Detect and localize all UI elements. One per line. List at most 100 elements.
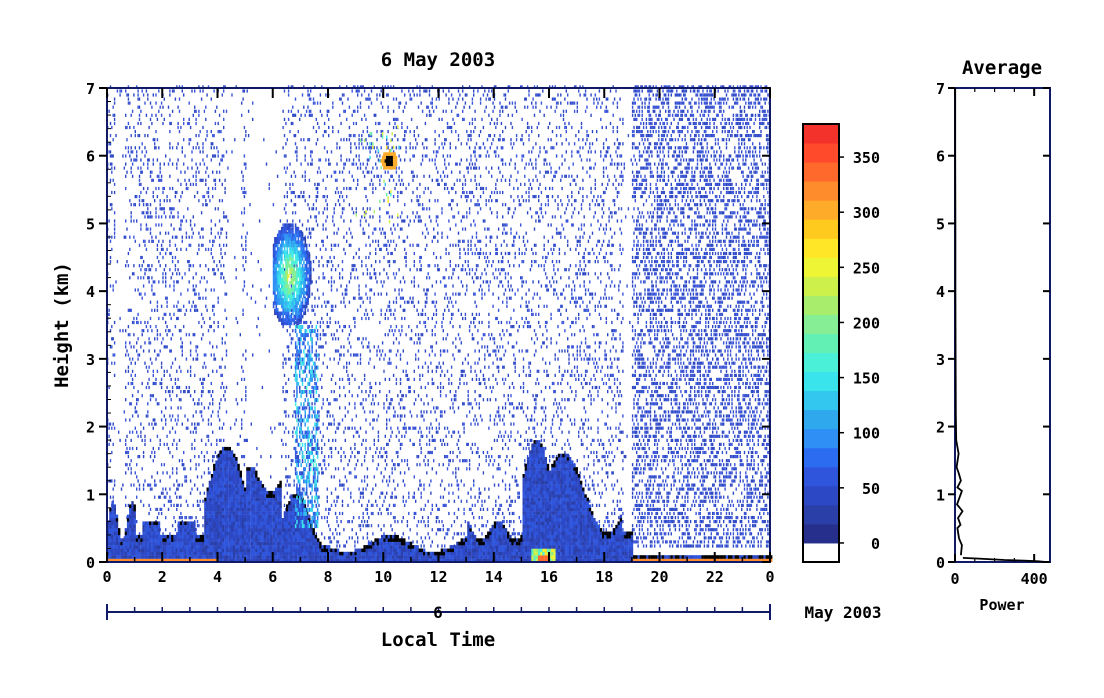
noise-cell bbox=[162, 247, 164, 251]
noise-cell bbox=[310, 231, 312, 235]
noise-cell bbox=[397, 223, 399, 227]
noise-cell bbox=[189, 365, 192, 369]
noise-cell bbox=[328, 280, 330, 284]
noise-cell bbox=[433, 300, 435, 304]
noise-cell bbox=[359, 105, 362, 109]
noise-cell bbox=[220, 227, 222, 231]
noise-cell bbox=[502, 377, 504, 381]
noise-cell bbox=[453, 215, 456, 219]
noise-cell bbox=[375, 499, 377, 503]
noise-cell bbox=[189, 243, 192, 247]
noise-cell bbox=[386, 398, 388, 402]
noise-cell bbox=[287, 93, 290, 97]
noise-cell bbox=[333, 499, 335, 503]
noise-cell bbox=[387, 260, 389, 264]
noise-cell bbox=[507, 211, 509, 215]
noise-cell bbox=[325, 247, 327, 251]
noise-cell bbox=[493, 341, 496, 345]
noise-cell bbox=[160, 223, 163, 227]
noise-cell bbox=[166, 333, 168, 337]
noise-cell bbox=[450, 524, 453, 528]
noise-cell bbox=[169, 174, 171, 178]
noise-cell bbox=[314, 402, 316, 406]
noise-cell bbox=[427, 450, 429, 455]
noise-cell bbox=[131, 369, 134, 373]
noise-cell bbox=[492, 373, 494, 377]
noise-cell bbox=[180, 329, 182, 333]
noise-cell bbox=[136, 398, 138, 402]
noise-cell bbox=[489, 398, 491, 402]
noise-cell bbox=[176, 162, 178, 166]
noise-cell bbox=[473, 166, 475, 170]
noise-cell bbox=[142, 276, 145, 280]
noise-cell bbox=[348, 361, 351, 365]
noise-cell bbox=[214, 357, 217, 361]
noise-cell bbox=[495, 499, 497, 503]
noise-cell bbox=[203, 406, 206, 410]
noise-cell bbox=[322, 227, 324, 231]
noise-cell bbox=[205, 353, 207, 357]
noise-cell bbox=[123, 166, 125, 170]
noise-cell bbox=[165, 154, 167, 158]
noise-cell bbox=[299, 390, 301, 394]
noise-cell bbox=[337, 524, 340, 528]
noise-cell bbox=[111, 450, 113, 455]
noise-cell bbox=[314, 312, 316, 316]
noise-cell bbox=[441, 211, 443, 215]
noise-cell bbox=[459, 255, 461, 260]
noise-cell bbox=[433, 312, 435, 316]
noise-cell bbox=[290, 308, 293, 312]
noise-cell bbox=[369, 390, 371, 394]
noise-cell bbox=[383, 268, 385, 272]
noise-cell bbox=[138, 178, 141, 182]
noise-cell bbox=[116, 89, 119, 93]
noise-cell bbox=[380, 174, 382, 178]
noise-cell bbox=[339, 85, 341, 89]
noise-cell bbox=[334, 528, 337, 532]
noise-cell bbox=[227, 166, 229, 170]
noise-cell bbox=[491, 333, 493, 337]
noise-cell bbox=[333, 211, 335, 215]
noise-cell bbox=[307, 495, 309, 499]
noise-cell bbox=[520, 138, 522, 142]
noise-cell bbox=[180, 495, 182, 499]
noise-cell bbox=[125, 89, 127, 93]
noise-cell bbox=[333, 475, 335, 479]
noise-cell bbox=[375, 394, 377, 398]
noise-cell bbox=[351, 264, 353, 268]
noise-cell bbox=[365, 316, 367, 321]
noise-cell bbox=[332, 130, 334, 134]
noise-cell bbox=[285, 507, 287, 511]
noise-cell bbox=[365, 418, 367, 422]
noise-cell bbox=[478, 134, 480, 138]
noise-cell bbox=[388, 357, 391, 361]
noise-cell bbox=[112, 353, 114, 357]
noise-cell bbox=[518, 203, 520, 207]
noise-cell bbox=[205, 247, 207, 251]
noise-cell bbox=[183, 463, 185, 467]
noise-cell bbox=[497, 406, 500, 410]
noise-cell bbox=[484, 146, 486, 150]
noise-cell bbox=[330, 243, 333, 247]
noise-cell bbox=[322, 211, 324, 215]
noise-cell bbox=[394, 414, 396, 418]
noise-cell bbox=[174, 235, 177, 239]
noise-cell bbox=[489, 207, 491, 211]
noise-cell bbox=[492, 101, 494, 105]
noise-cell bbox=[125, 353, 127, 357]
noise-cell bbox=[470, 134, 472, 138]
noise-cell bbox=[397, 199, 399, 203]
noise-cell bbox=[352, 85, 355, 89]
noise-cell bbox=[210, 414, 212, 418]
noise-cell bbox=[446, 333, 449, 337]
noise-cell bbox=[242, 89, 244, 93]
noise-cell bbox=[470, 199, 472, 203]
noise-cell bbox=[212, 410, 214, 414]
noise-cell bbox=[173, 207, 175, 211]
noise-cell bbox=[510, 325, 512, 329]
noise-cell bbox=[470, 178, 472, 182]
noise-cell bbox=[328, 524, 330, 528]
noise-cell bbox=[442, 109, 444, 113]
noise-cell bbox=[515, 109, 518, 113]
noise-cell bbox=[521, 284, 523, 288]
